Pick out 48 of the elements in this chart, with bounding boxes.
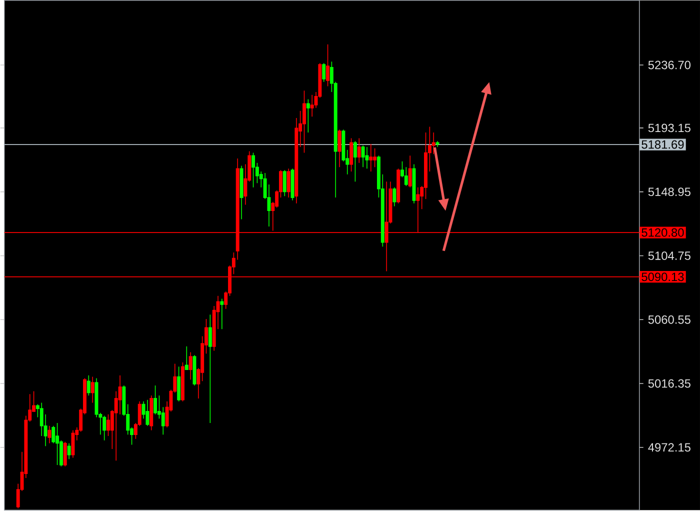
y-tick-label: 5104.75 [648,252,690,260]
candlestick [306,99,310,134]
candlestick [436,140,440,148]
candlestick [48,426,52,444]
candlestick [90,376,94,404]
candlestick [188,352,192,380]
ref-line-label: 5181.69 [642,140,684,149]
y-tick-label: 5148.95 [648,188,690,196]
candlestick [373,148,377,168]
candlestick [86,375,90,396]
candlestick [357,138,361,164]
candlestick [56,422,60,466]
candlestick [353,140,357,182]
candlestick [302,90,306,154]
candlestick [369,144,373,172]
candlestick [220,298,224,330]
candlestick [240,166,244,220]
ref-line-label: 5090.13 [642,272,684,282]
candlestick [326,44,330,87]
candlestick [338,129,342,168]
candlestick [282,170,286,197]
y-tick-label: 4972.15 [648,443,690,452]
candlestick [361,145,365,168]
candlestick [63,442,67,467]
candlestick [252,152,256,188]
candlestick [208,314,212,424]
y-tick-label: 5236.70 [648,60,690,70]
y-tick-label: 5016.35 [648,379,690,388]
candlestick [146,400,150,427]
candlestick [150,395,154,431]
candlestick [322,62,326,83]
candlestick [350,138,354,172]
candlestick [286,168,290,198]
ref-line-label: 5120.80 [642,228,684,237]
candlestick [310,94,314,118]
candlestick [67,443,71,460]
candlestick [184,346,188,370]
y-tick-label: 5060.55 [648,316,690,324]
candlestick [177,366,181,402]
candlestick [102,416,106,441]
candlestick [365,146,369,170]
candlestick [180,362,184,402]
candlestick [396,168,400,204]
candlestick [154,385,158,415]
y-tick-label: 5193.15 [648,124,690,132]
candlestick [408,155,412,188]
candlestick [392,187,396,207]
candlestick [71,430,75,458]
